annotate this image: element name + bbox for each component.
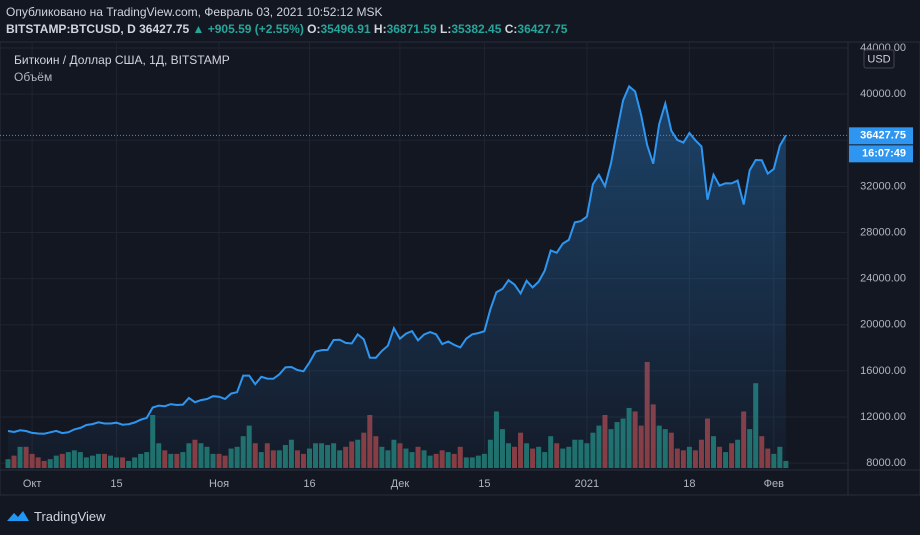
c-label: C: bbox=[504, 22, 518, 36]
x-tick-label: Ноя bbox=[209, 478, 229, 490]
symbol-line: BITSTAMP:BTCUSD, D 36427.75 ▲ +905.59 (+… bbox=[6, 22, 567, 36]
y-tick-label: 28000.00 bbox=[860, 226, 906, 238]
last-price: 36427.75 bbox=[139, 22, 190, 36]
x-tick-label: 2021 bbox=[575, 478, 599, 490]
symbol: BITSTAMP:BTCUSD, D bbox=[6, 22, 136, 36]
last-price-box bbox=[849, 127, 913, 145]
x-tick-label: 15 bbox=[110, 478, 122, 490]
series-legend: Биткоин / Доллар США, 1Д, BITSTAMP bbox=[14, 53, 230, 67]
x-tick-label: 18 bbox=[683, 478, 695, 490]
y-tick-label: 12000.00 bbox=[860, 411, 906, 423]
y-tick-label: 8000.00 bbox=[866, 457, 906, 469]
currency-button[interactable] bbox=[863, 49, 895, 69]
area-fill bbox=[8, 86, 786, 471]
x-tick-label: Дек bbox=[391, 478, 410, 490]
open: 35496.91 bbox=[320, 22, 371, 36]
y-tick-label: 20000.00 bbox=[860, 319, 906, 331]
o-label: O: bbox=[307, 22, 321, 36]
x-tick-label: 16 bbox=[303, 478, 315, 490]
volume-legend: Объём bbox=[14, 70, 52, 84]
h-label: H: bbox=[373, 22, 387, 36]
published-line: Опубликовано на TradingView.com, Февраль… bbox=[6, 5, 383, 19]
currency-label[interactable]: USD bbox=[867, 53, 890, 65]
countdown-box bbox=[849, 145, 913, 163]
brand[interactable]: TradingView bbox=[6, 508, 106, 524]
countdown-label: 16:07:49 bbox=[862, 148, 906, 160]
low: 35382.45 bbox=[451, 22, 502, 36]
last-price-label: 36427.75 bbox=[860, 130, 906, 142]
x-tick-label: Фев bbox=[764, 478, 784, 490]
y-tick-label: 32000.00 bbox=[860, 180, 906, 192]
y-tick-label: 16000.00 bbox=[860, 365, 906, 377]
brand-name[interactable]: TradingView bbox=[34, 508, 106, 524]
high: 36871.59 bbox=[386, 22, 437, 36]
x-tick-label: 15 bbox=[478, 478, 490, 490]
close: 36427.75 bbox=[517, 22, 568, 36]
price-line bbox=[7, 84, 787, 435]
y-tick-label: 24000.00 bbox=[860, 273, 906, 285]
brand-icon bbox=[7, 511, 29, 521]
y-tick-label: 40000.00 bbox=[860, 88, 906, 100]
x-tick-label: Окт bbox=[23, 478, 42, 490]
change: ▲ +905.59 (+2.55%) bbox=[192, 22, 304, 36]
l-label: L: bbox=[439, 22, 452, 36]
